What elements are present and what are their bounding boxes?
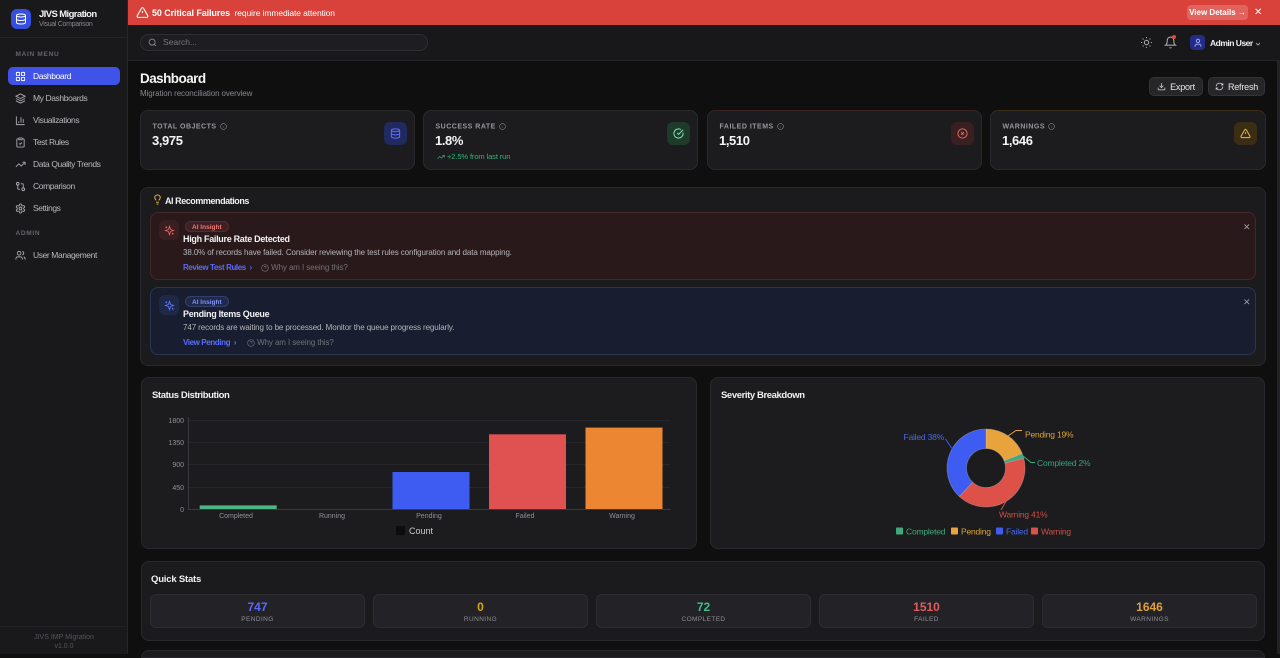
svg-text:450: 450 <box>172 485 184 492</box>
svg-text:Warning: Warning <box>609 513 635 520</box>
svg-text:1800: 1800 <box>168 418 184 425</box>
svg-text:Running: Running <box>319 513 345 520</box>
svg-text:1350: 1350 <box>168 440 184 447</box>
svg-text:0: 0 <box>180 507 184 514</box>
svg-text:Completed: Completed <box>906 527 946 537</box>
svg-text:Pending: Pending <box>961 527 991 537</box>
svg-text:Completed 2%: Completed 2% <box>1037 458 1091 468</box>
svg-text:Pending: Pending <box>416 513 442 520</box>
svg-text:Count: Count <box>409 526 434 536</box>
svg-text:Failed: Failed <box>1006 527 1028 537</box>
svg-text:Failed: Failed <box>515 513 534 520</box>
svg-text:Pending 19%: Pending 19% <box>1025 430 1074 440</box>
svg-text:Failed 38%: Failed 38% <box>903 432 944 442</box>
svg-text:Completed: Completed <box>219 513 253 520</box>
svg-text:Warning 41%: Warning 41% <box>999 510 1048 520</box>
svg-text:Warning: Warning <box>1041 527 1071 537</box>
svg-text:900: 900 <box>172 462 184 469</box>
